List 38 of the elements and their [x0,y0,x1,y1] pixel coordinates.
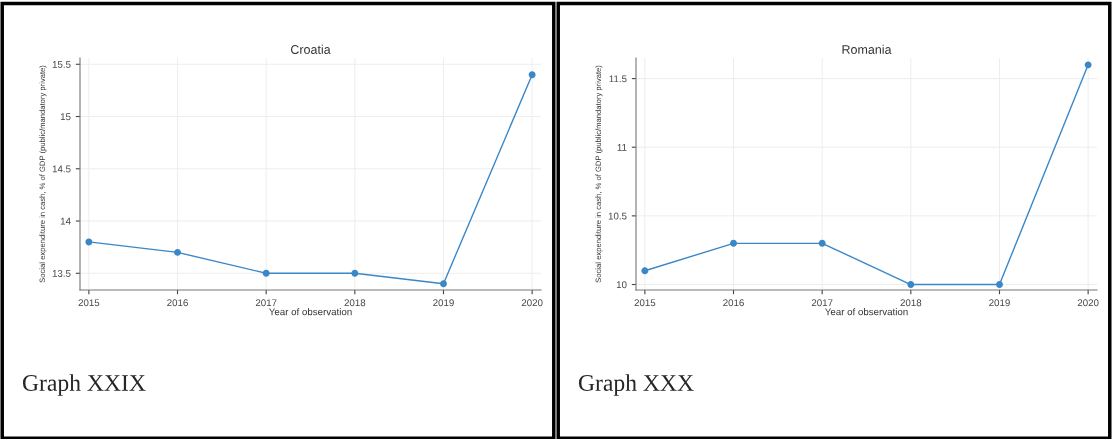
x-tick-label: 2020 [521,299,543,307]
y-tick-label: 14.5 [52,165,71,173]
x-axis-title: Year of observation [269,308,352,316]
point [174,248,181,256]
chart-title: Croatia [290,44,331,54]
y-tick-label: 15 [60,113,71,121]
y-tick-label: 15.5 [52,61,71,68]
x-tick-label: 2016 [723,299,744,307]
x-axis-title: Year of observation [825,308,908,316]
point [262,269,270,277]
y-tick-label: 10 [616,281,627,289]
point [641,267,649,275]
point [818,239,826,247]
point [996,281,1003,288]
point [730,239,737,247]
text: Graph XXIX [22,374,146,396]
x-tick-label: 2020 [1077,299,1099,307]
point [528,71,536,79]
y-tick-label: 10.5 [608,212,627,220]
y-tick-label: 13.5 [52,270,71,277]
x-tick-label: 2017 [811,299,833,307]
x-tick-label: 2018 [900,299,922,307]
point [351,269,359,277]
x-tick-label: 2019 [989,299,1010,307]
x-tick-label: 2017 [255,299,277,307]
x-tick-label: 2018 [344,299,366,307]
point [1084,61,1092,69]
x-tick-label: 2015 [634,299,656,307]
y-tick-label: 11.5 [609,75,627,83]
x-tick-label: 2016 [167,299,188,307]
x-tick-label: 2015 [78,299,100,307]
chart-title: Romania [842,44,892,54]
y-tick-label: 14 [60,217,71,225]
point [440,280,447,288]
point [907,281,915,288]
text: Graph XXX [578,374,694,396]
y-tick-label: 11 [617,144,627,151]
x-tick-label: 2019 [433,299,454,307]
